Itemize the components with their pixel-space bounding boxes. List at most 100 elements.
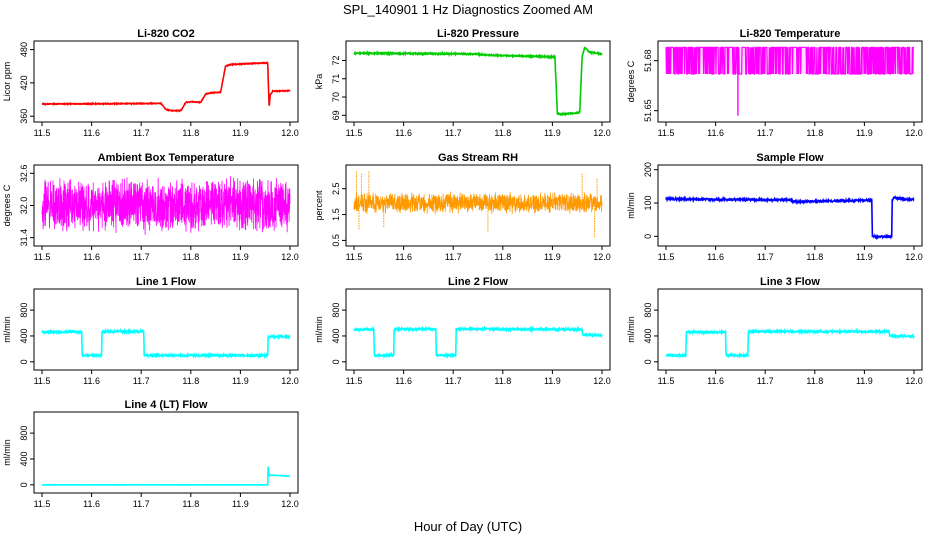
plot-frame xyxy=(33,411,299,494)
x-tick-label: 11.6 xyxy=(83,376,100,386)
panel-title: Gas Stream RH xyxy=(438,152,518,164)
x-tick-label: 11.7 xyxy=(133,128,150,138)
x-tick-label: 11.9 xyxy=(232,499,249,509)
x-tick-label: 12.0 xyxy=(905,252,923,262)
y-tick-label: 1.5 xyxy=(331,208,341,221)
panel-title: Li-820 Temperature xyxy=(740,28,841,40)
x-axis-title: Hour of Day (UTC) xyxy=(414,519,522,534)
x-tick-label: 11.6 xyxy=(707,376,724,386)
y-axis-label: Licor ppm xyxy=(2,62,12,102)
chart-panel: Line 1 Flow 11.5 11.6 11.7 11.8 11.9 12.0 0 400 8… xyxy=(2,276,299,386)
x-tick-label: 11.5 xyxy=(34,128,51,138)
x-tick-label: 11.6 xyxy=(83,252,100,262)
x-tick-label: 11.8 xyxy=(806,376,823,386)
chart-panel: Gas Stream RH 11.5 11.6 11.7 11.8 11.9 12.0 0.5… xyxy=(314,152,611,262)
x-tick-label: 12.0 xyxy=(905,376,923,386)
y-axis-label: degrees C xyxy=(626,60,636,102)
x-tick-label: 11.6 xyxy=(395,252,412,262)
x-tick-label: 11.5 xyxy=(346,128,363,138)
chart-panel: Li-820 Temperature 11.5 11.6 11.7 11.8 11.9 12… xyxy=(626,28,923,138)
series-line xyxy=(41,466,291,487)
series-line xyxy=(665,195,915,240)
x-tick-label: 11.9 xyxy=(232,128,249,138)
y-tick-label: 200 xyxy=(643,162,653,177)
series-line xyxy=(41,61,291,113)
x-tick-label: 11.8 xyxy=(182,252,199,262)
series-line xyxy=(665,327,915,359)
y-axis-label: ml/min xyxy=(314,316,324,343)
x-tick-label: 11.7 xyxy=(445,376,462,386)
y-tick-label: 32.0 xyxy=(19,197,29,215)
x-tick-label: 11.5 xyxy=(658,376,675,386)
x-tick-label: 11.8 xyxy=(806,128,823,138)
x-tick-label: 11.8 xyxy=(494,376,511,386)
x-tick-label: 12.0 xyxy=(593,252,611,262)
x-tick-label: 11.9 xyxy=(856,376,873,386)
series-line xyxy=(353,325,603,360)
x-tick-label: 11.7 xyxy=(133,252,150,262)
y-axis-label: kPa xyxy=(314,74,324,90)
x-tick-label: 11.9 xyxy=(544,376,561,386)
y-tick-label: 420 xyxy=(19,75,29,90)
chart-panel: Ambient Box Temperature 11.5 11.6 11.7 11.8 1… xyxy=(2,152,299,262)
panel-title: Ambient Box Temperature xyxy=(98,152,235,164)
y-axis-label: ml/min xyxy=(626,192,636,219)
x-tick-label: 11.5 xyxy=(34,252,51,262)
plot-frame xyxy=(33,40,299,123)
y-tick-label: 480 xyxy=(19,42,29,57)
y-axis-label: percent xyxy=(314,190,324,221)
panel-title: Line 4 (LT) Flow xyxy=(125,399,208,411)
x-tick-label: 11.9 xyxy=(856,128,873,138)
x-tick-label: 12.0 xyxy=(593,128,611,138)
x-tick-label: 11.7 xyxy=(445,252,462,262)
y-axis-label: ml/min xyxy=(626,316,636,343)
series-group xyxy=(665,46,914,116)
x-tick-label: 11.5 xyxy=(658,252,675,262)
series-group xyxy=(41,466,291,487)
x-tick-label: 11.7 xyxy=(133,499,150,509)
y-tick-label: 100 xyxy=(643,195,653,210)
y-tick-label: 400 xyxy=(643,328,653,343)
y-tick-label: 0 xyxy=(19,482,29,487)
panel-title: Line 1 Flow xyxy=(136,276,196,288)
x-tick-label: 11.7 xyxy=(757,376,774,386)
panel-title: Line 2 Flow xyxy=(448,276,508,288)
x-tick-label: 11.7 xyxy=(133,376,150,386)
series-line xyxy=(41,176,291,235)
x-tick-label: 12.0 xyxy=(281,252,299,262)
y-tick-label: 32.6 xyxy=(19,165,29,183)
y-tick-label: 400 xyxy=(331,328,341,343)
figure-title: SPL_140901 1 Hz Diagnostics Zoomed AM xyxy=(343,2,593,17)
chart-panel: Sample Flow 11.5 11.6 11.7 11.8 11.9 12.0 0 100 2… xyxy=(626,152,923,262)
y-tick-label: 70 xyxy=(331,92,341,102)
plot-frame xyxy=(33,288,299,371)
x-tick-label: 11.8 xyxy=(494,252,511,262)
x-tick-label: 11.8 xyxy=(182,128,199,138)
chart-panel: Li-820 Pressure 11.5 11.6 11.7 11.8 11.9 12.0 6… xyxy=(314,28,611,138)
x-tick-label: 11.8 xyxy=(494,128,511,138)
x-tick-label: 11.6 xyxy=(83,128,100,138)
x-tick-label: 11.5 xyxy=(658,128,675,138)
y-tick-label: 800 xyxy=(331,303,341,318)
x-tick-label: 11.5 xyxy=(34,376,51,386)
series-group xyxy=(353,46,603,117)
x-tick-label: 11.6 xyxy=(83,499,100,509)
x-tick-label: 11.8 xyxy=(806,252,823,262)
x-tick-label: 11.7 xyxy=(757,252,774,262)
y-tick-label: 800 xyxy=(643,303,653,318)
series-group xyxy=(41,327,291,360)
chart-panel: Line 2 Flow 11.5 11.6 11.7 11.8 11.9 12.0 0 400 8… xyxy=(314,276,611,386)
y-tick-label: 2.5 xyxy=(331,182,341,195)
x-tick-label: 11.6 xyxy=(707,128,724,138)
series-group xyxy=(41,176,291,235)
y-tick-label: 400 xyxy=(19,328,29,343)
x-tick-label: 11.7 xyxy=(757,128,774,138)
plot-frame xyxy=(345,40,611,123)
series-line xyxy=(665,46,914,75)
panel-title: Li-820 CO2 xyxy=(137,28,194,40)
x-tick-label: 11.9 xyxy=(856,252,873,262)
x-tick-label: 12.0 xyxy=(593,376,611,386)
y-tick-label: 51.68 xyxy=(643,49,653,72)
x-tick-label: 11.5 xyxy=(346,252,363,262)
y-tick-label: 0 xyxy=(19,359,29,364)
